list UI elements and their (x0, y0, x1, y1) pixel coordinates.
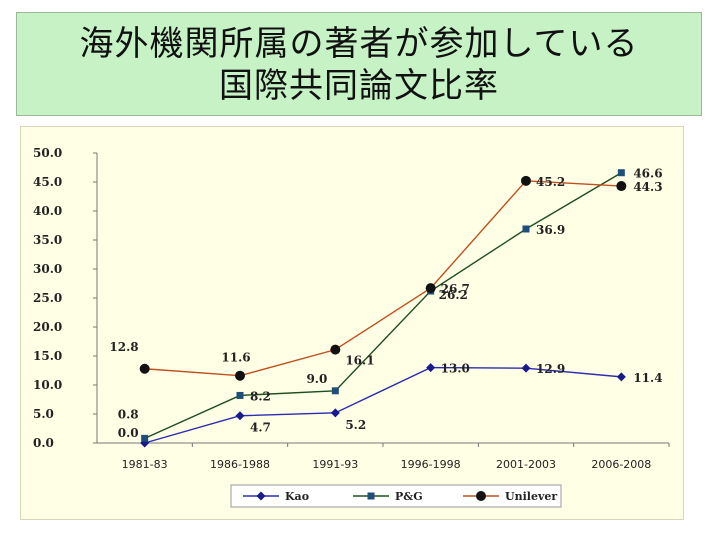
point-unilever (425, 283, 436, 294)
legend-label-kao: Kao (285, 490, 309, 503)
x-tick-label: 2006-2008 (591, 458, 651, 471)
data-label-pg: 36.9 (536, 223, 565, 237)
y-tick-label: 5.0 (33, 407, 54, 421)
data-label-unilever: 12.8 (109, 340, 138, 354)
y-tick-label: 10.0 (33, 378, 62, 392)
title-banner: 海外機関所属の著者が参加している 国際共同論文比率 (16, 12, 702, 116)
y-tick-label: 20.0 (33, 320, 62, 334)
legend-label-unilever: Unilever (505, 490, 557, 503)
y-tick-label: 15.0 (33, 349, 62, 363)
point-kao (521, 363, 531, 373)
point-kao (616, 372, 626, 382)
y-tick-label: 50.0 (33, 146, 62, 160)
y-tick-label: 25.0 (33, 291, 62, 305)
data-label-unilever: 44.3 (633, 180, 662, 194)
data-label-kao: 13.0 (441, 362, 470, 376)
data-label-unilever: 11.6 (221, 351, 250, 365)
legend-label-pg: P&G (395, 490, 423, 503)
data-label-unilever: 45.2 (536, 175, 565, 189)
line-chart: 0.0 5.0 10.0 15.0 20.0 25.0 30.0 35.0 40.0 45.0 50… (33, 146, 670, 508)
data-label-kao: 4.7 (250, 421, 271, 435)
point-pg (331, 387, 339, 395)
point-kao (330, 408, 340, 418)
legend-marker-kao (256, 491, 266, 501)
data-label-pg: 0.8 (118, 407, 139, 421)
legend-marker-unilever (476, 491, 486, 501)
point-pg (522, 225, 530, 233)
series-line-unilever (144, 180, 622, 377)
data-label-kao: 11.4 (633, 371, 662, 385)
x-tick-label: 1991-93 (312, 458, 358, 471)
data-label-unilever: 16.1 (345, 354, 374, 368)
title-line-2: 国際共同論文比率 (219, 66, 499, 106)
legend-box (230, 484, 562, 508)
point-pg (141, 434, 149, 442)
point-unilever (521, 175, 531, 186)
x-tick-label: 1986-1988 (210, 458, 270, 471)
data-label-pg: 46.6 (633, 167, 662, 181)
series-line-pg (144, 172, 622, 439)
chart-area: 0.0 5.0 10.0 15.0 20.0 25.0 30.0 35.0 40.0 45.0 50… (20, 126, 684, 520)
x-tick-label: 1996-1998 (401, 458, 461, 471)
data-label-kao: 0.0 (118, 426, 139, 440)
data-label-pg: 8.2 (250, 389, 271, 403)
data-label-pg: 9.0 (306, 372, 327, 386)
data-label-pg: 26.2 (439, 288, 468, 302)
point-kao (426, 363, 436, 373)
series-line-kao (144, 366, 622, 444)
point-pg (236, 391, 244, 399)
title-line-1: 海外機関所属の著者が参加している (79, 24, 639, 64)
point-unilever (616, 181, 627, 192)
data-label-unilever: 26.7 (441, 282, 470, 296)
point-unilever (139, 363, 150, 374)
y-tick-label: 35.0 (33, 233, 62, 247)
x-tick-label: 1981-83 (122, 458, 168, 471)
y-tick-label: 40.0 (33, 204, 62, 218)
point-kao (235, 411, 245, 421)
y-tick-label: 0.0 (33, 436, 54, 450)
point-unilever (235, 370, 245, 381)
legend-marker-pg (367, 492, 375, 500)
point-unilever (330, 344, 341, 355)
y-tick-label: 30.0 (33, 262, 62, 276)
x-tick-label: 2001-2003 (496, 458, 556, 471)
point-kao (140, 438, 150, 448)
point-pg (617, 169, 625, 177)
data-label-kao: 5.2 (345, 418, 366, 432)
data-label-kao: 12.9 (536, 362, 565, 376)
y-tick-label: 45.0 (33, 175, 62, 189)
